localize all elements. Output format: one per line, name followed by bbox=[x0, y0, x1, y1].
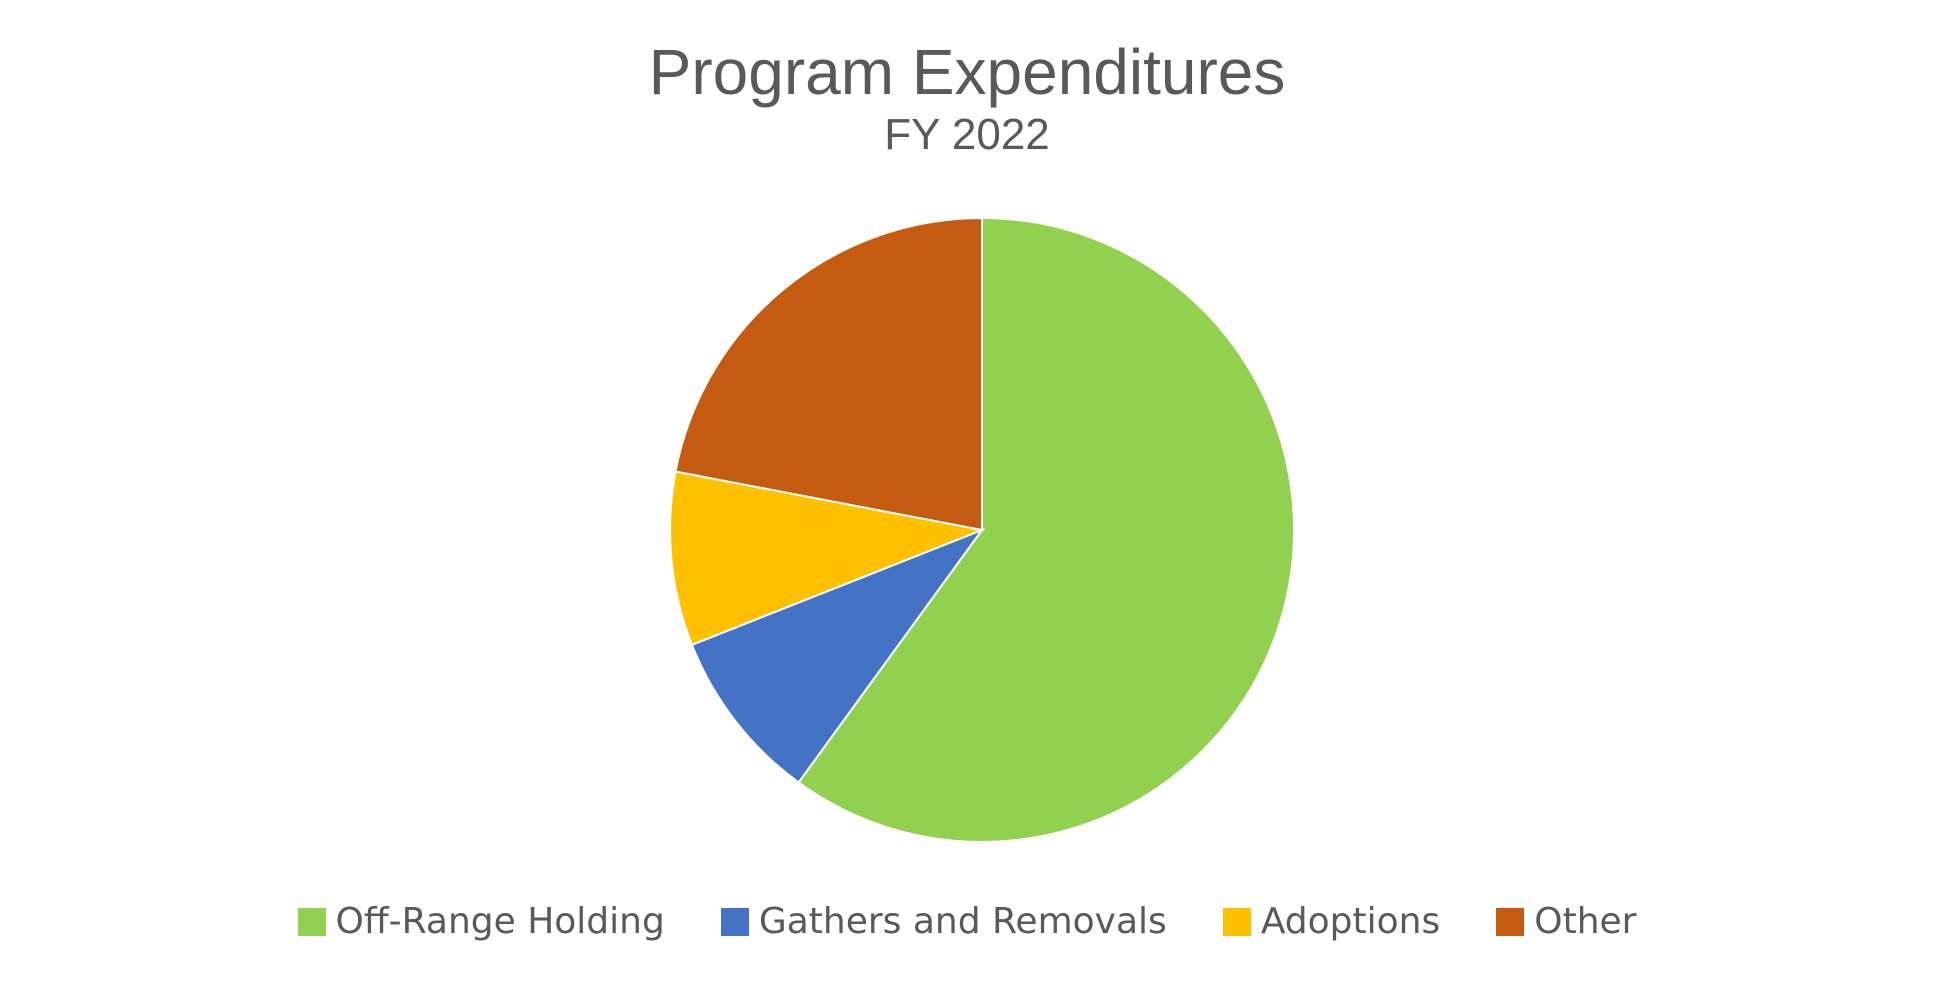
legend-label: Adoptions bbox=[1260, 901, 1441, 942]
legend-item-gathers-and-removals: Gathers and Removals bbox=[720, 901, 1167, 942]
legend-item-off-range-holding: Off-Range Holding bbox=[297, 901, 665, 942]
pie-slice-other bbox=[674, 216, 983, 532]
pie-slice-off-range-holding bbox=[797, 216, 1295, 843]
pie-slice-adoptions bbox=[669, 470, 986, 647]
legend-label: Off-Range Holding bbox=[335, 901, 665, 942]
legend-swatch bbox=[1496, 908, 1525, 936]
legend-item-other: Other bbox=[1496, 902, 1636, 942]
chart-subtitle: FY 2022 bbox=[884, 110, 1050, 159]
legend-swatch bbox=[720, 908, 749, 936]
chart-legend: Off-Range Holding Gathers and Removals Ado… bbox=[0, 902, 1934, 942]
legend-label: Gathers and Removals bbox=[758, 901, 1167, 942]
legend-swatch bbox=[297, 908, 326, 936]
chart-title: Program Expenditures bbox=[648, 36, 1286, 108]
pie-slice-gathers-and-removals bbox=[690, 527, 985, 784]
legend-label: Other bbox=[1534, 901, 1637, 942]
legend-item-adoptions: Adoptions bbox=[1222, 901, 1441, 942]
legend-swatch bbox=[1222, 908, 1251, 936]
